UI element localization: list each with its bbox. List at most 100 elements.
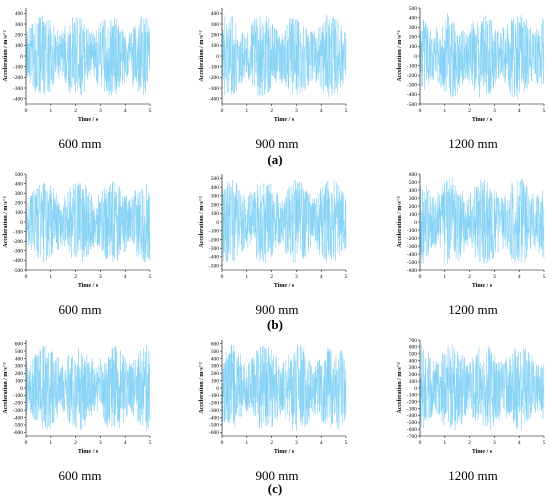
y-axis-title: Acceleration / m·s⁻²: [3, 362, 9, 413]
x-axis-title: Time / s: [472, 117, 493, 123]
x-axis-title: Time / s: [274, 449, 295, 455]
x-tick-label: 2: [74, 108, 77, 114]
y-tick-label: -400: [209, 415, 219, 421]
x-tick-label: 3: [493, 274, 496, 280]
y-tick-label: 0: [20, 386, 23, 392]
y-tick-label: 500: [409, 352, 418, 358]
x-axis-title: Time / s: [472, 449, 493, 455]
y-tick-label: -500: [209, 423, 219, 429]
row-label: (c): [268, 481, 282, 496]
x-tick-label: 5: [543, 108, 546, 114]
y-tick-label: -600: [209, 430, 219, 436]
y-tick-label: -200: [407, 400, 417, 406]
y-tick-label: 400: [211, 185, 220, 191]
y-tick-label: -100: [13, 64, 23, 70]
x-tick-label: 2: [468, 108, 471, 114]
panel-caption: 900 mm: [256, 468, 299, 483]
chart-panel-2: -400 -300 -200 -100 0 100 200 300 400 0 1 2 3 4 5 Time …: [199, 8, 348, 151]
signal-line: [419, 13, 545, 100]
x-tick-label: 4: [518, 440, 521, 446]
x-tick-label: 1: [245, 440, 248, 446]
x-tick-label: 4: [320, 108, 323, 114]
panel-caption: 900 mm: [256, 136, 299, 151]
y-axis-title: Acceleration / m·s⁻²: [3, 196, 9, 247]
y-tick-label: -400: [209, 255, 219, 261]
x-tick-label: 3: [99, 108, 102, 114]
chart-panel-6: -600 -500 -400 -300 -200 -100 0 100 200 300 400 500…: [397, 172, 546, 317]
panel-caption: 1200 mm: [448, 468, 497, 483]
x-tick-label: 0: [419, 274, 422, 280]
y-tick-label: -500: [13, 423, 23, 429]
signal-line: [221, 15, 347, 97]
y-tick-label: 100: [409, 212, 418, 218]
x-tick-label: 0: [25, 440, 28, 446]
y-tick-label: 200: [15, 32, 24, 38]
y-tick-label: 200: [15, 371, 24, 377]
x-tick-label: 3: [99, 274, 102, 280]
x-tick-label: 2: [270, 108, 273, 114]
y-tick-label: 500: [409, 180, 418, 186]
signal-line: [221, 179, 347, 264]
y-tick-label: 600: [211, 341, 220, 347]
x-tick-label: 5: [345, 108, 348, 114]
x-tick-label: 2: [270, 274, 273, 280]
y-tick-label: -500: [13, 268, 23, 274]
signal-line: [221, 344, 347, 431]
x-tick-label: 3: [295, 108, 298, 114]
y-tick-label: 100: [15, 43, 24, 49]
y-tick-label: 100: [211, 378, 220, 384]
x-tick-label: 0: [221, 108, 224, 114]
y-tick-label: -500: [209, 263, 219, 269]
y-tick-label: 100: [211, 43, 220, 49]
y-tick-label: 0: [216, 386, 219, 392]
chart-panel-9: -700-600-500-400-300-200-100010020030040…: [397, 338, 546, 483]
y-tick-label: 500: [15, 172, 24, 178]
y-tick-label: -300: [209, 408, 219, 414]
y-tick-label: -400: [407, 92, 417, 98]
y-tick-label: -100: [407, 63, 417, 69]
x-tick-label: 3: [493, 440, 496, 446]
y-tick-label: 0: [20, 220, 23, 226]
x-tick-label: 0: [221, 440, 224, 446]
panel-caption: 600 mm: [59, 468, 102, 483]
y-tick-label: -500: [407, 420, 417, 426]
y-tick-label: -400: [407, 413, 417, 419]
y-tick-label: 300: [409, 25, 418, 31]
x-tick-label: 1: [49, 108, 52, 114]
x-tick-label: 1: [49, 274, 52, 280]
x-tick-label: 4: [320, 274, 323, 280]
row-label: (a): [267, 152, 282, 167]
x-axis-title: Time / s: [472, 283, 493, 289]
signal-line: [25, 15, 151, 96]
y-tick-label: 200: [409, 35, 418, 41]
y-axis-title: Acceleration / m·s⁻²: [397, 30, 403, 81]
y-tick-label: 500: [211, 349, 220, 355]
y-tick-label: -600: [407, 268, 417, 274]
x-tick-label: 1: [443, 274, 446, 280]
y-tick-label: -200: [13, 75, 23, 81]
x-tick-label: 5: [149, 274, 152, 280]
x-tick-label: 0: [419, 108, 422, 114]
y-tick-label: -200: [407, 236, 417, 242]
y-axis-title: Acceleration / m·s⁻²: [199, 362, 205, 413]
x-axis-title: Time / s: [78, 283, 99, 289]
x-tick-label: 2: [74, 274, 77, 280]
y-axis-title: Acceleration / m·s⁻²: [397, 362, 403, 413]
y-axis-title: Acceleration / m·s⁻²: [3, 30, 9, 81]
y-tick-label: 100: [211, 211, 220, 217]
x-tick-label: 5: [149, 108, 152, 114]
x-tick-label: 3: [493, 108, 496, 114]
y-tick-label: 300: [211, 194, 220, 200]
y-tick-label: 200: [211, 202, 220, 208]
x-tick-label: 4: [124, 440, 127, 446]
x-tick-label: 2: [74, 440, 77, 446]
signal-line: [419, 344, 545, 431]
x-tick-label: 3: [295, 440, 298, 446]
y-tick-label: -300: [209, 246, 219, 252]
x-tick-label: 4: [518, 108, 521, 114]
y-tick-label: -400: [13, 258, 23, 264]
y-tick-label: 200: [409, 372, 418, 378]
y-tick-label: -100: [407, 228, 417, 234]
y-tick-label: 600: [15, 341, 24, 347]
